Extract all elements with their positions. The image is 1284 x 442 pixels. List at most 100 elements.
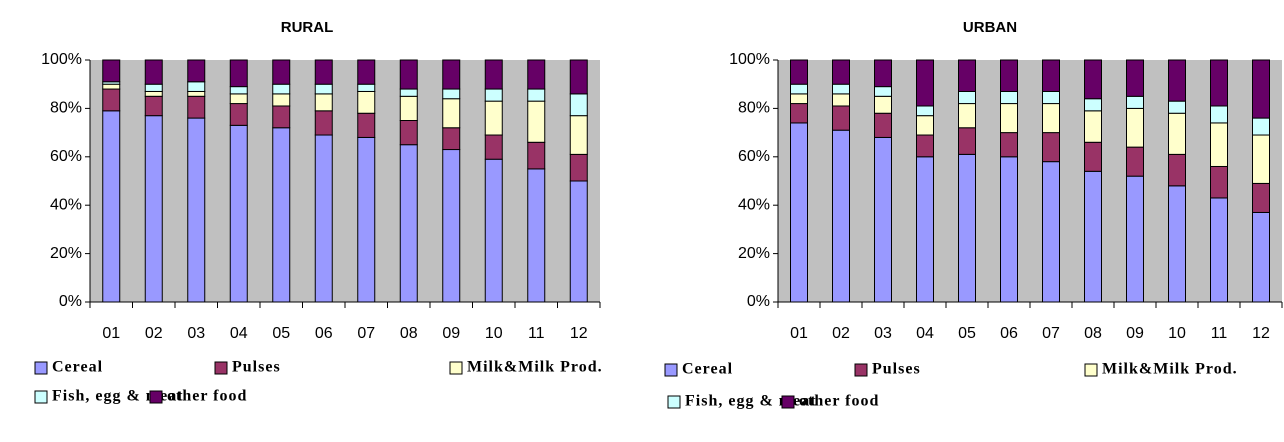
- bar-segment: [399, 88, 418, 97]
- bar-segment: [442, 149, 461, 303]
- bar-segment: [1210, 197, 1228, 303]
- x-tick-label: 01: [102, 325, 120, 342]
- legend-label: other food: [799, 393, 879, 410]
- bar-segment: [916, 105, 934, 117]
- legend-label: Fish, egg & meat: [685, 393, 817, 410]
- bar-segment: [958, 103, 976, 129]
- bar-segment: [1042, 59, 1060, 92]
- bar-segment: [569, 180, 588, 303]
- legend-swatch: [149, 390, 163, 404]
- x-tick-label: 08: [1084, 325, 1102, 342]
- bar-segment: [484, 158, 503, 303]
- bar-segment: [874, 95, 892, 114]
- plot-area: [90, 60, 600, 302]
- bar-segment: [1210, 122, 1228, 167]
- bar-segment: [272, 83, 291, 95]
- bar-segment: [790, 103, 808, 124]
- x-tick-label: 11: [1211, 325, 1228, 342]
- bar-segment: [1168, 112, 1186, 155]
- x-tick-label: 02: [832, 325, 850, 342]
- bar-segment: [272, 127, 291, 303]
- bar-segment: [1126, 107, 1144, 148]
- y-tick-label: 0%: [59, 293, 82, 310]
- bar-segment: [1126, 95, 1144, 109]
- x-tick-label: 04: [230, 325, 248, 342]
- x-tick-label: 06: [315, 325, 333, 342]
- y-tick-label: 40%: [50, 196, 82, 213]
- bar-segment: [144, 83, 163, 92]
- bar-segment: [790, 59, 808, 85]
- x-tick-label: 07: [357, 325, 375, 342]
- bar-segment: [1042, 90, 1060, 105]
- legend-swatch: [449, 361, 463, 375]
- x-tick-label: 05: [958, 325, 976, 342]
- bar-segment: [1252, 211, 1270, 303]
- bar-segment: [527, 168, 546, 303]
- bar-segment: [1042, 132, 1060, 163]
- bar-segment: [272, 105, 291, 129]
- bar-segment: [916, 115, 934, 136]
- chart-title: RURAL: [281, 19, 334, 36]
- bar-segment: [874, 59, 892, 88]
- bar-segment: [1252, 134, 1270, 184]
- x-tick-label: 03: [187, 325, 205, 342]
- bar-segment: [229, 93, 248, 105]
- bar-segment: [357, 90, 376, 114]
- legend-label: other food: [167, 388, 247, 405]
- bar-segment: [527, 100, 546, 143]
- legend-label: Milk&Milk Prod.: [1102, 361, 1238, 378]
- bar-segment: [1168, 153, 1186, 187]
- x-tick-label: 04: [916, 325, 934, 342]
- bar-segment: [399, 120, 418, 146]
- bar-segment: [102, 88, 121, 112]
- bar-segment: [272, 59, 291, 85]
- bar-segment: [314, 83, 333, 95]
- bar-segment: [958, 127, 976, 155]
- bar-segment: [958, 153, 976, 303]
- bar-segment: [569, 115, 588, 155]
- bar-segment: [1126, 175, 1144, 303]
- bar-segment: [314, 93, 333, 112]
- bar-segment: [1000, 90, 1018, 105]
- x-tick-label: 08: [400, 325, 418, 342]
- bar-segment: [569, 59, 588, 95]
- bar-segment: [1084, 141, 1102, 172]
- bar-segment: [229, 103, 248, 126]
- bar-segment: [569, 153, 588, 182]
- bar-segment: [1000, 132, 1018, 158]
- bar-segment: [1168, 59, 1186, 102]
- bar-segment: [144, 90, 163, 97]
- y-tick-label: 60%: [738, 148, 770, 165]
- bar-segment: [832, 105, 850, 131]
- bar-segment: [1042, 103, 1060, 134]
- y-tick-label: 20%: [738, 245, 770, 262]
- bar-segment: [1210, 165, 1228, 199]
- bar-segment: [1126, 146, 1144, 177]
- bar-segment: [399, 144, 418, 303]
- bar-segment: [1000, 103, 1018, 134]
- x-tick-label: 07: [1042, 325, 1060, 342]
- bar-segment: [1168, 185, 1186, 303]
- y-tick-label: 40%: [738, 196, 770, 213]
- x-tick-label: 10: [485, 325, 503, 342]
- legend-swatch: [34, 390, 48, 404]
- bar-segment: [442, 59, 461, 90]
- x-tick-label: 01: [790, 325, 808, 342]
- x-tick-label: 10: [1168, 325, 1186, 342]
- bar-segment: [442, 88, 461, 100]
- bar-segment: [569, 93, 588, 117]
- y-tick-label: 80%: [50, 100, 82, 117]
- x-tick-label: 09: [1126, 325, 1144, 342]
- bar-segment: [958, 90, 976, 105]
- bar-segment: [1252, 182, 1270, 213]
- bar-segment: [1000, 59, 1018, 92]
- bar-segment: [144, 115, 163, 303]
- bar-segment: [357, 83, 376, 92]
- bar-segment: [102, 110, 121, 303]
- bar-segment: [874, 112, 892, 138]
- legend-swatch: [34, 361, 48, 375]
- bar-segment: [357, 112, 376, 138]
- bar-segment: [442, 127, 461, 151]
- legend-swatch: [781, 395, 795, 409]
